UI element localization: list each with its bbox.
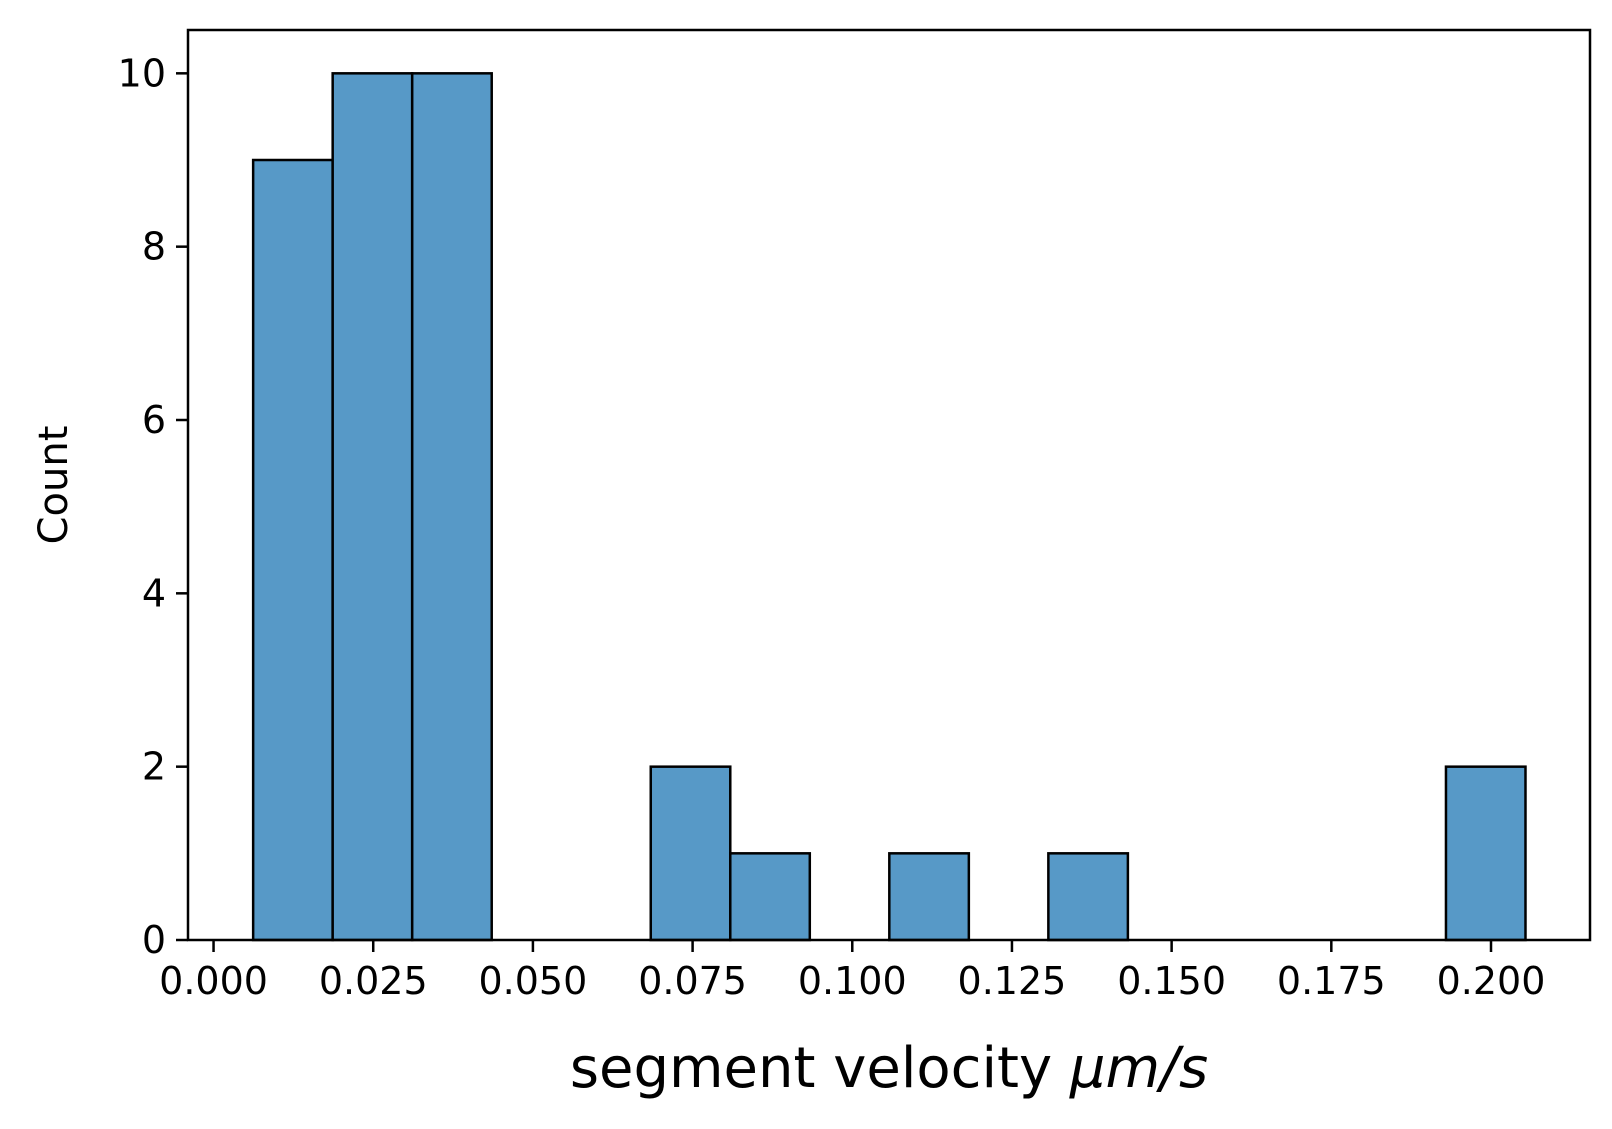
histogram-bar: [1047, 852, 1130, 942]
histogram-bar: [1444, 765, 1527, 942]
x-tick-label: 0.075: [638, 959, 747, 1003]
histogram-bar: [251, 158, 334, 942]
x-tick-label: 0.125: [958, 959, 1067, 1003]
x-tick-label: 0.000: [159, 959, 268, 1003]
histogram-bar: [649, 765, 732, 942]
x-tick-label: 0.175: [1277, 959, 1386, 1003]
x-axis-label: segment velocity μm/s: [570, 1036, 1208, 1101]
x-tick-label: 0.050: [479, 959, 588, 1003]
y-axis-ticks: 0 2 4 6 8 10: [118, 51, 188, 962]
x-axis-label-unit: μm/s: [1069, 1036, 1208, 1101]
x-tick-label: 0.150: [1117, 959, 1226, 1003]
histogram-bar: [410, 72, 493, 942]
x-tick-label: 0.200: [1437, 959, 1546, 1003]
y-tick-label: 10: [118, 51, 166, 95]
y-tick-label: 6: [142, 398, 166, 442]
histogram-bar: [331, 72, 414, 942]
y-axis-label: Count: [31, 426, 77, 545]
y-tick-label: 8: [142, 225, 166, 269]
y-tick-label: 0: [142, 918, 166, 962]
bars-group: [251, 72, 1527, 942]
histogram-bar: [729, 852, 812, 942]
y-tick-label: 2: [142, 745, 166, 789]
histogram-bar: [888, 852, 971, 942]
y-tick-label: 4: [142, 571, 166, 615]
x-axis-label-text: segment velocity: [570, 1036, 1070, 1101]
x-tick-label: 0.100: [798, 959, 907, 1003]
axes-frame: [186, 28, 1592, 942]
x-axis-ticks: 0.000 0.025 0.050 0.075 0.100 0.125 0.150 0.175…: [159, 940, 1545, 1003]
x-tick-label: 0.025: [319, 959, 428, 1003]
